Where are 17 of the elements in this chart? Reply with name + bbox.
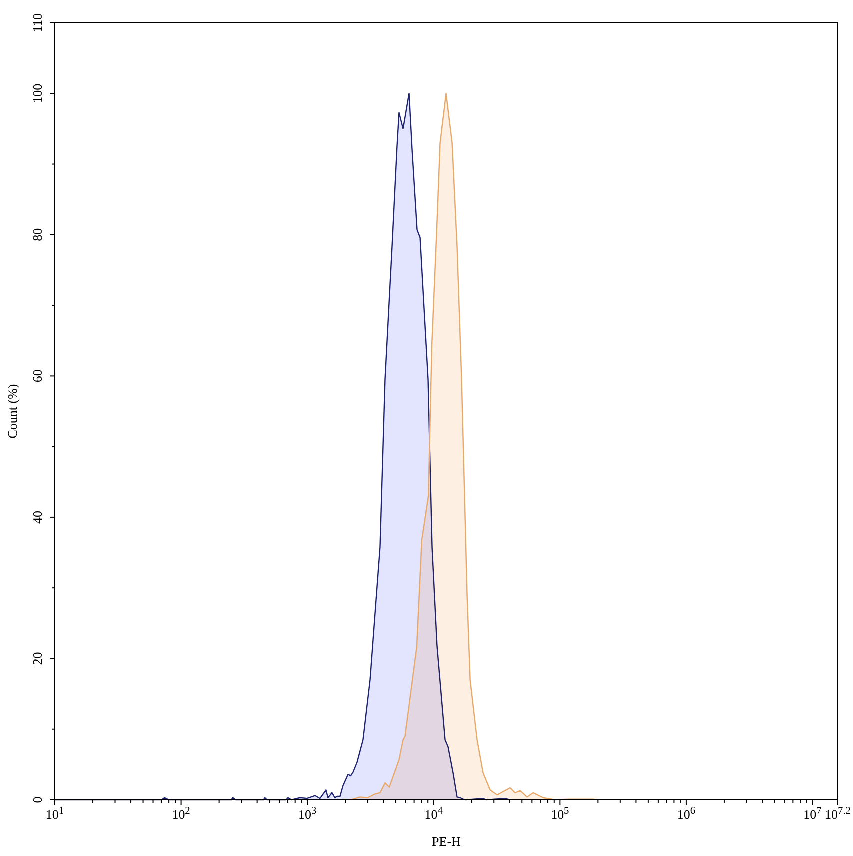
y-tick-label: 80 <box>30 228 45 242</box>
y-tick-label: 100 <box>30 84 45 104</box>
x-axis-title: PE-H <box>432 834 461 849</box>
y-tick-label: 60 <box>30 370 45 383</box>
x-tick-label: 10$^{4}$ <box>424 806 444 822</box>
x-tick-label: 10$^{6}$ <box>677 806 696 822</box>
y-tick-label: 40 <box>30 510 45 524</box>
y-tick-label: 20 <box>30 652 45 666</box>
x-tick-label: 10$^{3}$ <box>298 806 317 822</box>
y-tick-label: 0 <box>30 796 45 804</box>
x-tick-label: 10$^{7.2}$ <box>825 806 851 822</box>
y-axis-title: Count (%) <box>5 384 20 439</box>
x-tick-label: 10$^{7}$ <box>804 806 822 822</box>
y-tick-label: 110 <box>30 13 45 33</box>
x-tick-label: 10$^{1}$ <box>46 806 64 822</box>
x-tick-label: 10$^{2}$ <box>172 806 190 822</box>
x-tick-label: 10$^{5}$ <box>551 806 570 822</box>
